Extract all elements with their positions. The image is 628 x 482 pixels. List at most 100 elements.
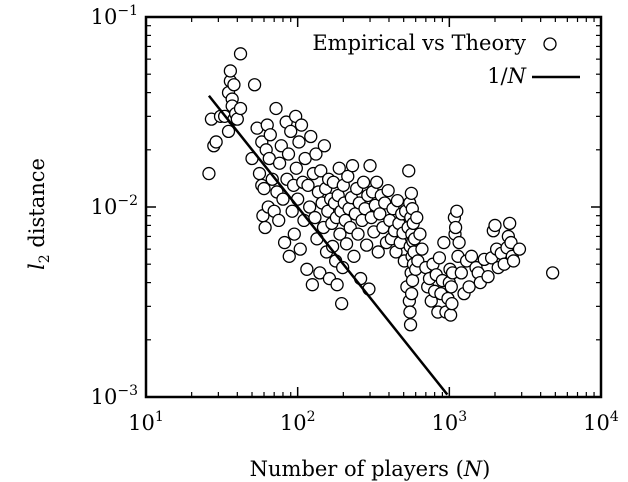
x-tick-label: 102	[280, 409, 316, 435]
data-point	[282, 249, 296, 263]
data-point	[443, 308, 458, 322]
data-point	[287, 227, 301, 241]
x-tick-label: 101	[128, 409, 164, 435]
legend-label-empirical: Empirical vs Theory	[312, 31, 526, 55]
data-point	[432, 251, 447, 265]
data-point	[300, 262, 314, 276]
data-point	[332, 161, 346, 175]
data-point	[252, 166, 267, 181]
data-point	[257, 181, 271, 196]
data-point	[503, 216, 517, 231]
data-point	[363, 159, 377, 173]
svg-text:l2 distance: l2 distance	[25, 158, 53, 270]
data-point	[292, 135, 306, 149]
data-point	[410, 210, 424, 225]
y-axis-label: l2 distance	[25, 158, 53, 270]
data-point	[371, 245, 385, 259]
legend: Empirical vs Theory 1/N	[312, 31, 580, 88]
data-point	[303, 200, 317, 214]
data-point	[233, 47, 248, 61]
data-point	[277, 235, 292, 250]
data-point	[285, 204, 299, 218]
data-point	[390, 193, 405, 208]
series-line-1-over-n	[207, 94, 449, 396]
data-point	[314, 164, 328, 178]
data-point	[284, 124, 298, 139]
data-point	[202, 166, 216, 181]
data-point	[274, 139, 288, 153]
data-point	[370, 175, 384, 189]
data-point	[452, 235, 466, 250]
data-point	[317, 139, 332, 153]
data-point	[347, 249, 361, 263]
data-point	[247, 78, 262, 92]
data-point	[450, 204, 464, 218]
data-point	[308, 210, 322, 225]
data-point	[221, 124, 236, 139]
x-axis-label: Number of players (N)	[250, 457, 491, 481]
data-point	[462, 280, 476, 294]
data-point	[353, 271, 368, 286]
data-point	[345, 159, 360, 173]
data-point	[272, 156, 287, 170]
data-point	[445, 296, 459, 311]
x-tick-label: 103	[432, 409, 468, 435]
data-point	[333, 227, 347, 241]
data-point	[488, 218, 502, 233]
data-point	[404, 186, 419, 200]
legend-label-1-over-n: 1/N	[487, 64, 526, 88]
data-point	[339, 237, 354, 251]
y-tick-label: 10−2	[91, 193, 138, 219]
data-point	[272, 213, 286, 228]
data-point	[413, 227, 427, 241]
data-points-layer	[202, 47, 560, 332]
data-point	[404, 286, 419, 301]
data-point	[405, 273, 420, 288]
y-tick-label: 10−1	[91, 3, 138, 29]
data-point	[294, 118, 309, 132]
data-point	[506, 254, 521, 268]
data-point	[402, 164, 416, 178]
data-point	[258, 220, 272, 235]
data-point	[437, 235, 451, 250]
data-point	[444, 280, 458, 294]
data-point	[403, 305, 417, 319]
data-point	[415, 242, 429, 256]
data-point	[448, 220, 463, 235]
data-point	[269, 101, 283, 116]
data-point	[464, 249, 479, 263]
data-point	[305, 278, 320, 292]
data-point	[403, 318, 418, 332]
data-point	[512, 242, 527, 256]
x-tick-label: 104	[583, 409, 619, 435]
data-point	[293, 242, 307, 256]
legend-marker-circle	[543, 37, 557, 51]
data-point	[223, 64, 238, 78]
data-point	[546, 266, 560, 280]
data-point	[351, 227, 365, 241]
data-point	[301, 178, 315, 193]
data-point	[209, 135, 223, 149]
data-point	[304, 129, 318, 144]
line-layer	[207, 94, 449, 396]
data-point	[263, 128, 277, 142]
ticks-layer: 101 102 103 104 10−3 10−2 10−1	[91, 3, 619, 435]
data-point	[276, 192, 290, 206]
data-point	[454, 266, 468, 280]
data-point	[281, 147, 296, 161]
y-tick-label: 10−3	[91, 383, 138, 409]
data-point	[381, 183, 395, 198]
data-point	[373, 207, 387, 221]
data-point	[233, 101, 248, 116]
data-point	[481, 269, 495, 284]
data-point	[289, 161, 303, 175]
data-point	[335, 296, 349, 311]
data-point	[313, 266, 327, 280]
data-point	[360, 238, 374, 252]
data-point	[227, 78, 241, 92]
data-point	[309, 147, 323, 161]
data-point	[330, 278, 344, 292]
data-point	[341, 169, 355, 183]
data-point	[356, 175, 371, 189]
